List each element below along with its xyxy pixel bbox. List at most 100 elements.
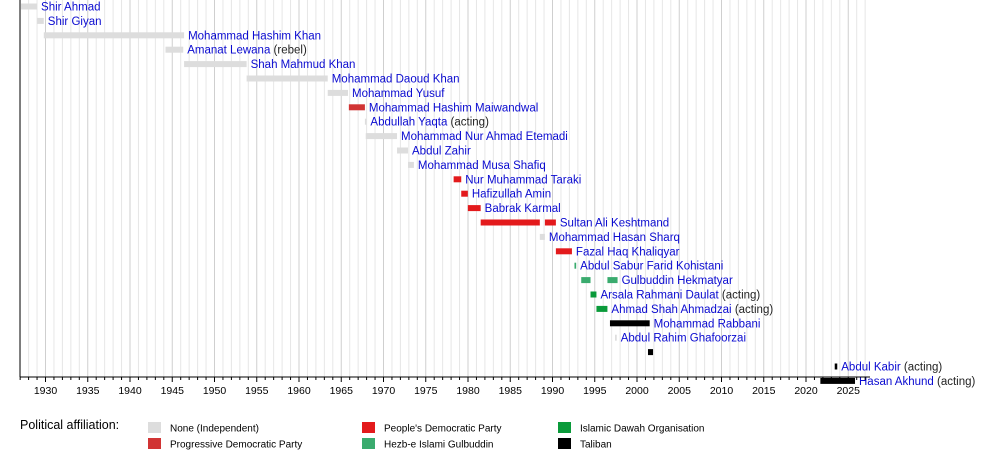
x-tick-label: 1990: [541, 385, 565, 397]
tenure-bar: [539, 233, 545, 240]
tenure-bar: [365, 133, 398, 140]
legend-label: Progressive Democratic Party: [170, 440, 302, 451]
x-tick-label: 1995: [583, 385, 607, 397]
row-name-label: Gulbuddin Hekmatyar: [622, 275, 733, 287]
x-tick-label: 1930: [34, 385, 58, 397]
row-name-label: Abdul Kabir (acting): [841, 362, 942, 374]
row-name-label: Mohammad Musa Shafiq: [418, 160, 546, 172]
tenure-bar: [834, 363, 838, 370]
row-name: Mohammad Hashim Maiwandwal: [369, 102, 538, 114]
legend-swatch: [362, 422, 375, 433]
tenure-bar: [544, 219, 556, 226]
row-name-label: Nur Muhammad Taraki: [465, 174, 581, 186]
row-name: Shah Mahmud Khan: [251, 59, 356, 71]
legend-swatch: [558, 438, 571, 449]
row-name: Hafizullah Amin: [472, 189, 551, 201]
tenure-bar: [609, 320, 650, 327]
tenure-bar: [348, 104, 365, 111]
legend-swatch: [362, 438, 375, 449]
tenure-bar: [327, 89, 349, 96]
x-tick-label: 1975: [414, 385, 438, 397]
x-tick-label: 1955: [245, 385, 269, 397]
row-name: Babrak Karmal: [485, 203, 561, 215]
row-name: Abdul Kabir: [841, 362, 901, 374]
row-name: Abdul Zahir: [412, 146, 471, 158]
row-name: Mohammad Rabbani: [654, 318, 761, 330]
row-note: (acting): [901, 362, 943, 374]
tenure-bar: [408, 161, 414, 168]
legend-label: Taliban: [580, 440, 612, 451]
row-name: Abdul Rahim Ghafoorzai: [621, 333, 746, 345]
row-name: Mohammad Hashim Khan: [188, 30, 321, 42]
row-name: Sultan Ali Keshtmand: [560, 218, 669, 230]
row-name-label: Ahmad Shah Ahmadzai (acting): [611, 304, 773, 316]
tenure-bar: [453, 176, 462, 183]
row-name-label: Shah Mahmud Khan: [251, 59, 356, 71]
tenure-bar: [246, 75, 328, 82]
x-tick-label: 2000: [625, 385, 649, 397]
row-name-label: Mohammad Yusuf: [352, 88, 445, 100]
row-name-label: Abdul Zahir: [412, 146, 471, 158]
row-name-label: Mohammad Hashim Maiwandwal: [369, 102, 538, 114]
row-name: Abdullah Yaqta: [370, 117, 448, 129]
x-axis: 1930 1935 1940 1945 1950 1955 1960 1965 1970 1975…: [19, 0, 870, 397]
tenure-bar: [184, 61, 247, 68]
legend-swatch: [558, 422, 571, 433]
row-name-label: Fazal Haq Khaliqyar: [576, 246, 680, 258]
tenure-bar: [467, 205, 481, 212]
tenure-bar: [397, 147, 409, 154]
row-name: Arsala Rahmani Daulat: [600, 290, 719, 302]
row-name: Abdul Sabur Farid Kohistani: [580, 261, 723, 273]
row-name-label: Shir Ahmad: [41, 2, 100, 14]
tenure-bar: [607, 277, 618, 284]
legend-label: Hezb-e Islami Gulbuddin: [384, 440, 494, 451]
row-name-label: Hafizullah Amin: [472, 189, 551, 201]
row-note: (acting): [732, 304, 774, 316]
row-name-label: Abdullah Yaqta (acting): [370, 117, 489, 129]
row-name: Ahmad Shah Ahmadzai: [611, 304, 731, 316]
row-name: Amanat Lewana: [187, 45, 271, 57]
row-name: Shir Giyan: [48, 16, 102, 28]
row-name-label: Hasan Akhund (acting): [859, 376, 976, 388]
tenure-bar: [647, 349, 654, 356]
row-labels: Shir Ahmad Shir Giyan Mohammad Hashim Khan…: [41, 2, 975, 388]
row-name-label: Amanat Lewana (rebel): [187, 45, 307, 57]
x-tick-label: 1985: [499, 385, 523, 397]
tenure-bar: [480, 219, 540, 226]
tenure-bar: [20, 3, 38, 10]
tenure-bar: [590, 291, 597, 298]
legend-title: Political affiliation:: [20, 418, 119, 432]
tenure-bar: [364, 118, 367, 125]
row-name-label: Arsala Rahmani Daulat (acting): [600, 290, 760, 302]
row-name: Mohammad Daoud Khan: [332, 74, 460, 86]
legend-swatch: [148, 438, 161, 449]
legend-label: People's Democratic Party: [384, 424, 502, 435]
x-tick-label: 2025: [837, 385, 861, 397]
row-name-label: Abdul Rahim Ghafoorzai: [621, 333, 746, 345]
row-name: Fazal Haq Khaliqyar: [576, 246, 680, 258]
row-note: (rebel): [270, 45, 307, 57]
x-tick-label: 2015: [752, 385, 776, 397]
tenure-bar: [37, 17, 44, 24]
x-tick-label: 1945: [161, 385, 185, 397]
row-name: Shir Ahmad: [41, 2, 100, 14]
row-name-label: Mohammad Hasan Sharq: [549, 232, 680, 244]
row-note: (acting): [934, 376, 976, 388]
row-name-label: Abdul Sabur Farid Kohistani: [580, 261, 723, 273]
grid-lines: [19, 0, 866, 377]
tenure-bar: [165, 46, 184, 53]
tenure-bar: [820, 377, 856, 384]
row-note: (acting): [447, 117, 489, 129]
row-name-label: Mohammad Hashim Khan: [188, 30, 321, 42]
x-tick-label: 2020: [794, 385, 818, 397]
legend: Political affiliation: None (Independent)…: [20, 418, 705, 451]
row-name: Gulbuddin Hekmatyar: [622, 275, 733, 287]
tenure-bar: [461, 190, 468, 197]
x-tick-label: 1980: [456, 385, 480, 397]
tenure-bar: [615, 334, 617, 341]
row-name-label: Mohammad Daoud Khan: [332, 74, 460, 86]
legend-swatch: [148, 422, 161, 433]
x-tick-label: 1970: [372, 385, 396, 397]
x-tick-label: 1935: [76, 385, 100, 397]
